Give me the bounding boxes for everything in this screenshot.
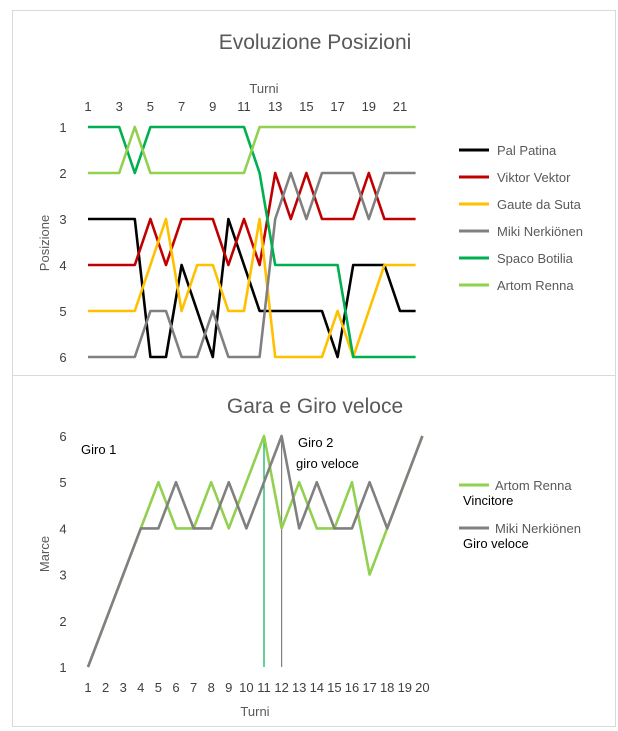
y-axis-label: Posizione xyxy=(37,215,52,271)
x-tick-label: 4 xyxy=(137,680,144,695)
legend-label-spaco-botilia: Spaco Botilia xyxy=(497,251,574,266)
x-tick-label: 17 xyxy=(362,680,376,695)
x-tick-label: 11 xyxy=(257,680,271,695)
series-line-artom-renna xyxy=(88,125,416,175)
y-tick-label: 3 xyxy=(59,212,66,227)
x-tick-label: 6 xyxy=(172,680,179,695)
chart-title: Gara e Giro veloce xyxy=(227,395,403,418)
series-line-gaute-da-suta xyxy=(88,217,416,359)
series-line-artom-renna xyxy=(86,434,424,668)
x-tick-label: 1 xyxy=(84,680,91,695)
x-tick-label: 1 xyxy=(84,99,91,114)
x-tick-label: 5 xyxy=(155,680,162,695)
x-tick-label: 7 xyxy=(178,99,185,114)
y-tick-label: 4 xyxy=(59,521,66,536)
x-tick-label: 5 xyxy=(147,99,154,114)
x-tick-label: 20 xyxy=(415,680,429,695)
series-line-miki-nerkionen xyxy=(88,171,416,359)
annotation-giro-1: Giro 1 xyxy=(81,442,116,457)
x-tick-label: 17 xyxy=(330,99,344,114)
legend-sublabel-miki-nerkionen: Giro veloce xyxy=(463,536,529,551)
x-tick-label: 3 xyxy=(120,680,127,695)
x-tick-label: 19 xyxy=(398,680,412,695)
y-tick-label: 6 xyxy=(59,429,66,444)
x-tick-label: 8 xyxy=(208,680,215,695)
x-tick-label: 18 xyxy=(380,680,394,695)
x-tick-label: 11 xyxy=(237,99,251,114)
x-tick-label: 13 xyxy=(268,99,282,114)
y-tick-label: 4 xyxy=(59,258,66,273)
legend-sublabel-artom-renna: Vincitore xyxy=(463,493,513,508)
y-tick-label: 5 xyxy=(59,304,66,319)
x-tick-label: 10 xyxy=(239,680,253,695)
y-axis-label: Marce xyxy=(37,536,52,572)
chart-title: Evoluzione Posizioni xyxy=(219,31,412,54)
x-tick-label: 13 xyxy=(292,680,306,695)
legend-label-artom-renna: Artom Renna xyxy=(497,278,574,293)
y-tick-label: 2 xyxy=(59,614,66,629)
x-tick-label: 12 xyxy=(274,680,288,695)
x-tick-label: 15 xyxy=(299,99,313,114)
y-tick-label: 1 xyxy=(59,660,66,675)
annotation-giro-2: Giro 2 xyxy=(298,435,333,450)
x-tick-label: 2 xyxy=(102,680,109,695)
x-axis-label: Turni xyxy=(249,81,278,96)
y-tick-label: 3 xyxy=(59,568,66,583)
legend-label-gaute-da-suta: Gaute da Suta xyxy=(497,197,582,212)
x-tick-label: 15 xyxy=(327,680,341,695)
series-line-miki-nerkionen xyxy=(86,434,424,668)
x-tick-label: 14 xyxy=(310,680,324,695)
y-tick-label: 6 xyxy=(59,350,66,365)
x-tick-label: 16 xyxy=(345,680,359,695)
y-tick-label: 2 xyxy=(59,166,66,181)
x-tick-label: 21 xyxy=(393,99,407,114)
x-tick-label: 19 xyxy=(362,99,376,114)
y-tick-label: 1 xyxy=(59,120,66,135)
x-tick-label: 9 xyxy=(225,680,232,695)
legend-label-miki-nerkionen: Miki Nerkiönen xyxy=(495,521,581,536)
y-tick-label: 5 xyxy=(59,475,66,490)
x-tick-label: 9 xyxy=(209,99,216,114)
annotation-giro-veloce: giro veloce xyxy=(296,456,359,471)
x-axis-label: Turni xyxy=(240,704,269,719)
legend-label-artom-renna: Artom Renna xyxy=(495,478,572,493)
legend-label-pal-patina: Pal Patina xyxy=(497,143,557,158)
x-tick-label: 7 xyxy=(190,680,197,695)
legend-label-viktor-vektor: Viktor Vektor xyxy=(497,170,571,185)
x-tick-label: 3 xyxy=(116,99,123,114)
legend-label-miki-nerkionen: Miki Nerkiönen xyxy=(497,224,583,239)
